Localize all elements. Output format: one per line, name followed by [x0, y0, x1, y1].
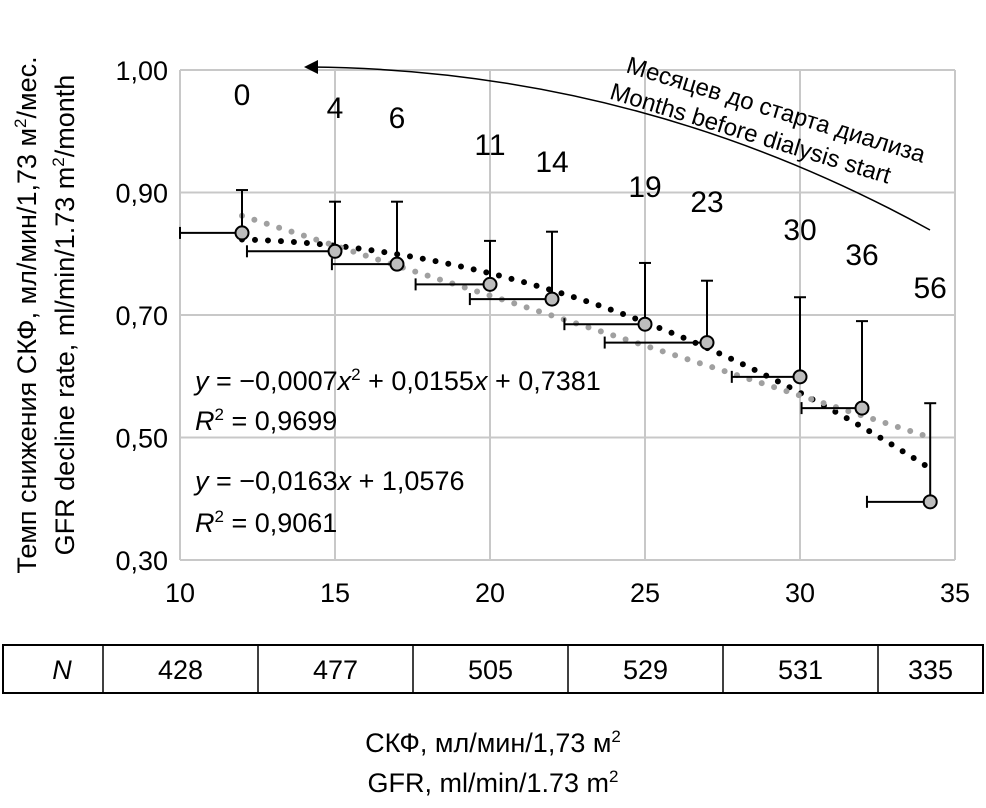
trendlines [239, 212, 934, 472]
y-tick-label: 0,90 [115, 179, 168, 209]
y-tick-label: 1,00 [115, 56, 168, 86]
data-points [234, 225, 938, 510]
linear-equation: y = −0,0163x + 1,0576 [193, 466, 464, 496]
x-tick-label: 20 [475, 578, 505, 608]
data-point [389, 256, 405, 272]
month-label: 6 [389, 102, 406, 135]
month-label: 14 [535, 146, 568, 179]
linear-r2: R2 = 0,9061 [195, 507, 337, 538]
x-tick-label: 15 [320, 578, 350, 608]
x-axis-title-ru: СКФ, мл/мин/1,73 м2 [365, 727, 621, 758]
month-label: 56 [914, 272, 947, 305]
y-axis-title-ru: Темп снижения СКФ, мл/мин/1,73 м2/мес. [11, 56, 42, 573]
month-label: 0 [234, 79, 251, 112]
data-point [922, 494, 938, 510]
month-label: 23 [690, 186, 723, 219]
month-label: 30 [783, 214, 816, 247]
n-table-cell: 529 [623, 655, 668, 685]
error-bars [179, 189, 937, 508]
data-point [699, 335, 715, 351]
month-label: 11 [474, 129, 505, 162]
n-table-cell: 477 [313, 655, 358, 685]
data-point [792, 369, 808, 385]
n-table-cell: 505 [468, 655, 513, 685]
month-label: 4 [327, 92, 344, 125]
n-table-cell: 531 [778, 655, 823, 685]
x-axis-title-en: GFR, ml/min/1.73 m2 [367, 767, 618, 798]
data-point [234, 225, 250, 241]
y-tick-label: 0,70 [115, 301, 168, 331]
poly-equation: y = −0,0007x2 + 0,0155x + 0,7381 [193, 365, 601, 396]
data-point [482, 276, 498, 292]
polynomial-trendline [239, 236, 934, 472]
x-tick-label: 30 [785, 578, 815, 608]
n-table-cell: 335 [908, 655, 953, 685]
n-table-cell: 428 [158, 655, 203, 685]
n-table: N 428 477 505 529 531 335 [2, 644, 984, 694]
x-tick-label: 35 [940, 578, 970, 608]
month-label: 19 [628, 171, 661, 204]
x-tick-label: 25 [630, 578, 660, 608]
n-table-header: N [52, 655, 72, 685]
y-tick-labels: 1,00 0,90 0,70 0,50 0,30 [115, 56, 168, 576]
y-tick-label: 0,30 [115, 546, 168, 576]
month-label: 36 [845, 239, 878, 272]
month-labels: 0 4 6 11 14 19 23 30 36 56 [234, 79, 947, 305]
arrow-head-icon [304, 60, 318, 74]
months-arrow [309, 66, 931, 231]
data-point [637, 316, 653, 332]
data-point [327, 243, 343, 259]
y-tick-label: 0,50 [115, 424, 168, 454]
poly-r2: R2 = 0,9699 [195, 405, 337, 436]
x-tick-labels: 10 15 20 25 30 35 [165, 578, 970, 608]
data-point [544, 291, 560, 307]
y-axis-title-en: GFR decline rate, ml/min/1.73 m2/month [49, 75, 80, 556]
linear-trendline [239, 212, 934, 441]
x-tick-label: 10 [165, 578, 195, 608]
data-point [854, 400, 870, 416]
